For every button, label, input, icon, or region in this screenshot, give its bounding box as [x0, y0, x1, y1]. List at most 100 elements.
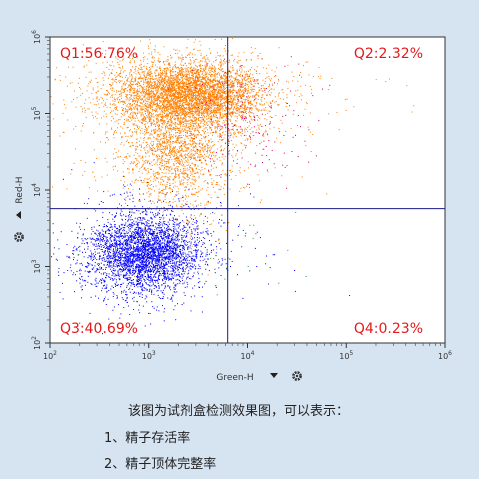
event-dot: [265, 78, 267, 80]
event-dot: [262, 79, 264, 81]
event-dot: [147, 162, 149, 164]
event-dot: [139, 84, 141, 86]
event-dot: [179, 163, 181, 165]
event-dot: [181, 80, 183, 81]
event-dot: [226, 95, 228, 97]
event-dot: [180, 81, 181, 83]
event-dot: [268, 78, 270, 80]
event-dot: [224, 84, 226, 86]
event-dot: [231, 104, 233, 105]
event-dot: [136, 98, 138, 99]
event-dot: [221, 103, 223, 105]
event-dot: [194, 61, 196, 63]
event-dot: [115, 107, 116, 109]
event-dot: [131, 94, 133, 96]
event-dot: [161, 111, 163, 112]
event-dot: [260, 110, 262, 111]
event-dot: [148, 95, 150, 97]
event-dot: [215, 100, 217, 102]
event-dot: [200, 81, 202, 83]
event-dot: [178, 71, 180, 73]
event-dot: [206, 66, 208, 67]
event-dot: [193, 81, 195, 83]
event-dot: [149, 84, 151, 86]
event-dot: [231, 81, 233, 83]
event-dot: [174, 122, 176, 124]
event-dot: [198, 61, 200, 63]
event-dot: [225, 79, 227, 81]
event-dot: [172, 77, 174, 79]
event-dot: [206, 100, 208, 102]
event-dot: [180, 132, 182, 134]
event-dot: [191, 91, 193, 93]
event-dot: [92, 98, 94, 100]
event-dot: [204, 69, 205, 71]
event-dot: [151, 90, 153, 92]
event-dot: [237, 79, 239, 81]
event-dot: [269, 94, 271, 96]
event-dot: [215, 131, 217, 133]
event-dot: [216, 76, 218, 78]
event-dot: [157, 59, 159, 61]
event-dot: [238, 81, 240, 83]
event-dot: [207, 59, 209, 61]
event-dot: [232, 149, 234, 151]
event-dot: [167, 107, 169, 109]
event-dot: [221, 107, 223, 109]
event-dot: [219, 66, 221, 68]
event-dot: [159, 66, 161, 68]
event-dot: [172, 106, 174, 108]
event-dot: [170, 73, 171, 75]
event-dot: [233, 82, 235, 84]
event-dot: [137, 95, 139, 97]
event-dot: [234, 124, 236, 125]
event-dot: [184, 76, 186, 77]
event-dot: [186, 87, 188, 89]
event-dot: [136, 86, 138, 88]
event-dot: [207, 89, 209, 91]
event-dot: [199, 75, 201, 77]
event-dot: [138, 96, 140, 98]
event-dot: [157, 119, 159, 121]
event-dot: [243, 107, 245, 109]
event-dot: [153, 49, 155, 50]
event-dot: [213, 109, 215, 111]
event-dot: [151, 61, 153, 63]
event-dot: [224, 97, 226, 99]
event-dot: [115, 81, 117, 83]
event-dot: [202, 99, 204, 101]
event-dot: [157, 95, 159, 97]
event-dot: [180, 86, 181, 88]
event-dot: [179, 98, 181, 100]
event-dot: [165, 89, 167, 91]
event-dot: [210, 79, 212, 81]
event-dot: [142, 89, 144, 91]
event-dot: [124, 88, 126, 89]
event-dot: [231, 67, 233, 69]
event-dot: [137, 70, 139, 72]
event-dot: [160, 128, 162, 130]
event-dot: [105, 105, 107, 106]
event-dot: [132, 113, 134, 115]
event-dot: [224, 104, 225, 106]
event-dot: [178, 50, 180, 52]
event-dot: [175, 79, 177, 81]
event-dot: [177, 100, 179, 101]
event-dot: [194, 96, 196, 98]
event-dot: [241, 112, 243, 114]
event-dot: [246, 83, 248, 85]
event-dot: [179, 75, 181, 77]
event-dot: [262, 94, 264, 96]
event-dot: [243, 109, 245, 111]
event-dot: [219, 96, 221, 98]
event-dot: [124, 119, 125, 121]
event-dot: [195, 108, 197, 110]
event-dot: [146, 115, 148, 116]
event-dot: [189, 130, 190, 132]
event-dot: [220, 109, 222, 111]
event-dot: [182, 107, 184, 109]
event-dot: [178, 68, 180, 70]
event-dot: [59, 75, 61, 77]
event-dot: [196, 113, 198, 115]
event-dot: [206, 55, 208, 57]
